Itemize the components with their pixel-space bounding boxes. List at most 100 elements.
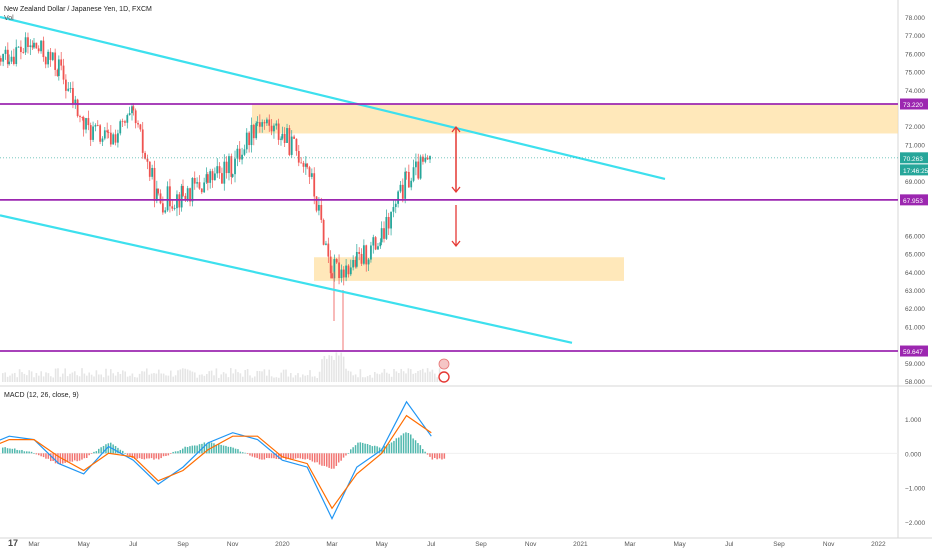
candle-body [51,52,54,60]
macd-histogram-bar [359,442,362,454]
candle-body [10,56,13,62]
macd-histogram-bar [30,451,33,454]
price-badge-bg [900,345,928,357]
candle-body [144,152,146,159]
candle-body [37,48,40,52]
volume-label: Vol [4,15,14,22]
volume-bar [417,370,419,382]
volume-bar [270,376,273,382]
macd-histogram-bar [369,445,371,454]
candle-body [117,133,119,143]
volume-bar [28,370,30,382]
volume-bar [285,369,287,382]
volume-bar [426,368,429,382]
volume-bar [237,372,239,382]
volume-bar [57,368,59,382]
macd-histogram-bar [340,453,342,461]
price-tick-label: 74.000 [905,88,925,95]
candle-body [191,177,194,202]
macd-histogram-bar [258,453,261,460]
volume-bar [395,371,398,382]
macd-tick-label: 1.000 [905,417,922,424]
volume-bar [309,370,311,382]
candle-body [112,134,115,145]
volume-bar [383,368,386,382]
macd-histogram-bar [333,453,335,469]
macd-histogram-bar [371,446,374,454]
macd-histogram-bar [213,443,215,454]
price-tick-label: 58.000 [905,379,925,386]
volume-bar [148,374,150,382]
candle-body [134,110,137,124]
volume-bar [143,371,146,382]
macd-histogram-bar [179,450,182,454]
candle-body [390,211,392,229]
candle-body [47,51,49,65]
volume-bar [369,374,371,382]
macd-histogram-bar [143,453,146,460]
volume-bar [59,376,62,382]
macd-histogram-bar [198,444,201,454]
macd-histogram-bar [246,453,249,455]
volume-bar [304,375,306,382]
volume-bar [30,371,33,382]
macd-histogram-bar [398,437,400,454]
candle-body [329,256,332,274]
candle-body [342,269,345,278]
macd-histogram-bar [290,453,292,460]
macd-histogram-bar [323,453,326,466]
volume-bar [251,377,254,382]
volume-bar [42,376,45,382]
candle-body [354,259,357,267]
volume-bar [386,372,388,382]
macd-histogram-bar [350,449,352,454]
price-tick-label: 75.000 [905,70,925,77]
candle-body [238,148,241,160]
candle-body [410,180,413,188]
volume-bar [400,368,402,382]
macd-histogram-bar [215,444,218,454]
volume-bar [292,377,294,382]
volume-bar [119,373,122,382]
candle-body [230,156,233,177]
candle-body [223,161,226,184]
volume-bar [263,369,266,382]
candle-body [69,88,72,89]
candle-body [178,194,181,208]
candle-body [288,128,291,155]
candle-body [200,188,203,193]
candle-body [87,118,90,126]
volume-bar [86,375,88,382]
volume-bar [410,369,412,382]
candle-body [315,196,318,211]
volume-bar [189,370,191,382]
candle-body [377,246,379,250]
candle-body [128,113,131,116]
volume-bar [378,374,381,382]
volume-bar [227,377,230,382]
candle-body [349,267,352,275]
macd-histogram-bar [93,451,95,454]
macd-histogram-bar [419,445,422,454]
volume-bar [323,355,326,382]
candle-body [252,124,255,139]
macd-histogram-bar [50,453,52,462]
candle-body [401,184,404,199]
candle-body [114,134,117,143]
volume-bar [160,373,162,382]
signal-line [0,414,432,510]
macd-histogram-bar [162,453,165,457]
candle-body [281,133,284,139]
macd-histogram-bar [294,453,297,459]
candle-body [29,45,32,47]
volume-bar [11,373,14,382]
price-tick-label: 76.000 [905,51,925,58]
macd-histogram-bar [429,453,431,457]
volume-bar [299,377,302,382]
macd-histogram-bar [189,446,191,454]
volume-bar [74,371,76,382]
volume-bar [165,375,167,382]
volume-bar [402,371,405,382]
candle-body [148,161,151,177]
